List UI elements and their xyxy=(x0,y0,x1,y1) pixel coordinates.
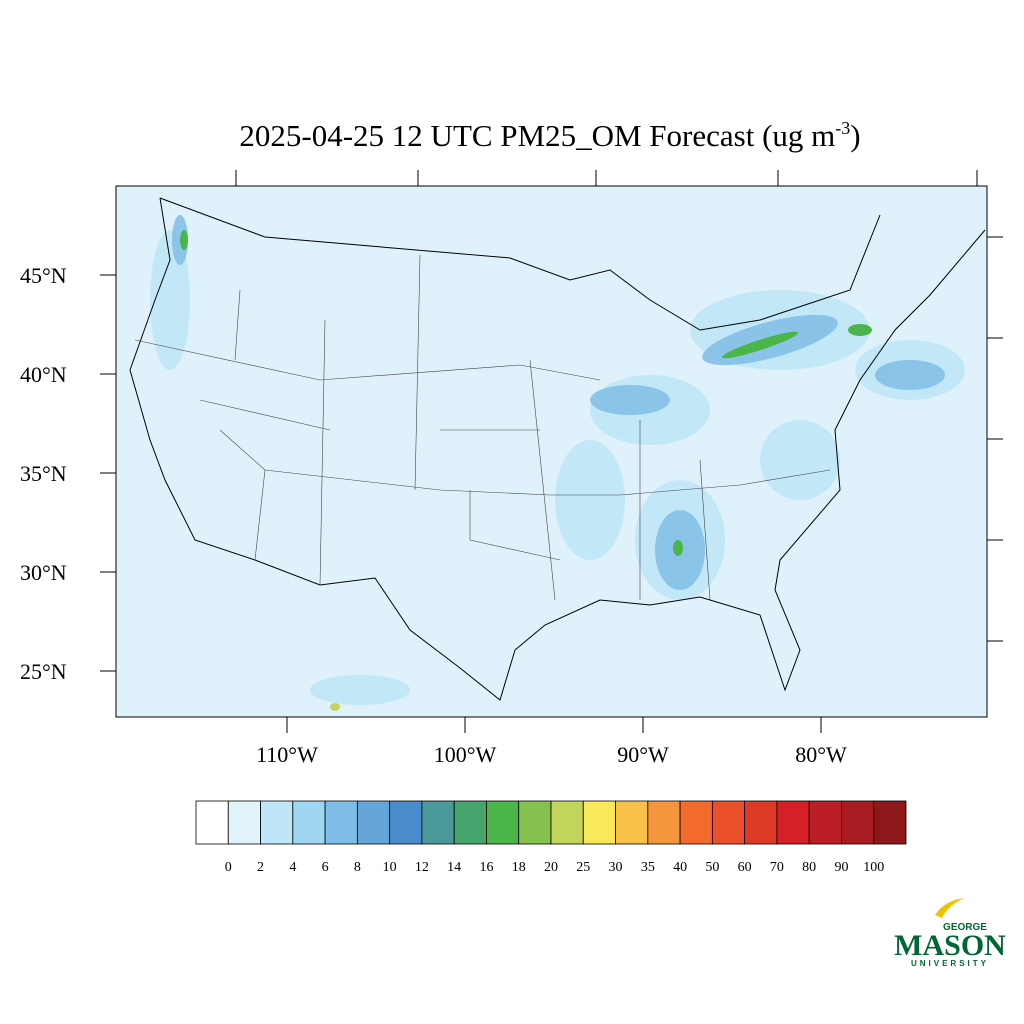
colorbar-box xyxy=(776,800,810,845)
colorbar-box xyxy=(324,800,358,845)
colorbar-box xyxy=(227,800,261,845)
colorbar-label: 80 xyxy=(802,860,816,875)
colorbar-box xyxy=(550,800,584,845)
colorbar-label: 100 xyxy=(863,860,884,875)
logo-bottom: UNIVERSITY xyxy=(911,959,989,968)
lon-label: 100°W xyxy=(434,742,497,767)
lon-label: 80°W xyxy=(795,742,847,767)
lat-label: 35°N xyxy=(20,461,67,486)
colorbar-label: 14 xyxy=(447,860,461,875)
colorbar-label: 50 xyxy=(705,860,719,875)
lat-label: 30°N xyxy=(20,560,67,585)
map-background xyxy=(116,186,987,717)
frame-ticks xyxy=(235,170,1003,642)
colorbar-label: 4 xyxy=(289,860,296,875)
colorbar-box xyxy=(711,800,746,845)
concentration-field-peak xyxy=(180,230,872,711)
lon-label: 90°W xyxy=(617,742,669,767)
title: 2025-04-25 12 UTC PM25_OM Forecast (ug m… xyxy=(239,118,860,153)
lat-label: 40°N xyxy=(20,362,67,387)
colorbar-label: 35 xyxy=(641,860,655,875)
colorbar-box xyxy=(292,800,326,845)
colorbar-box xyxy=(260,800,294,845)
map-frame xyxy=(115,185,988,718)
colorbar-box xyxy=(582,800,616,845)
colorbar-box xyxy=(486,800,520,845)
logo-main: MASON xyxy=(894,929,1006,962)
colorbar-box xyxy=(356,800,391,845)
colorbar-label: 70 xyxy=(770,860,784,875)
logo: GEORGE MASON UNIVERSITY xyxy=(894,898,1006,968)
colorbar-label: 60 xyxy=(738,860,752,875)
colorbar-box xyxy=(647,800,681,845)
colorbar-label: 90 xyxy=(834,860,848,875)
colorbar-box xyxy=(421,800,455,845)
colorbar-label: 6 xyxy=(322,860,329,875)
lon-label: 110°W xyxy=(256,742,318,767)
colorbar-label: 8 xyxy=(354,860,361,875)
colorbar-label: 12 xyxy=(415,860,429,875)
colorbar-box xyxy=(453,800,487,845)
coastline-border xyxy=(129,197,986,701)
logo-top: GEORGE xyxy=(943,922,987,933)
lat-label: 25°N xyxy=(20,659,67,684)
colorbar-label: 25 xyxy=(576,860,590,875)
lat-label: 45°N xyxy=(20,263,67,288)
colorbar-label: 2 xyxy=(257,860,264,875)
colorbar-box xyxy=(615,800,649,845)
colorbar-label: 18 xyxy=(512,860,526,875)
colorbar-box xyxy=(808,800,842,845)
colorbar-label: 16 xyxy=(479,860,493,875)
colorbar-box xyxy=(679,800,713,845)
colorbar-label: 20 xyxy=(544,860,558,875)
colorbar-label: 0 xyxy=(225,860,232,875)
colorbar-box xyxy=(841,800,875,845)
colorbar-box xyxy=(744,800,778,845)
state-borders xyxy=(134,254,831,601)
colorbar-label: 10 xyxy=(383,860,397,875)
colorbar-box xyxy=(873,800,907,845)
colorbar-label: 40 xyxy=(673,860,687,875)
colorbar-label: 30 xyxy=(609,860,623,875)
colorbar-box xyxy=(389,800,423,845)
colorbar-box xyxy=(195,800,229,845)
colorbar-box xyxy=(518,800,552,845)
